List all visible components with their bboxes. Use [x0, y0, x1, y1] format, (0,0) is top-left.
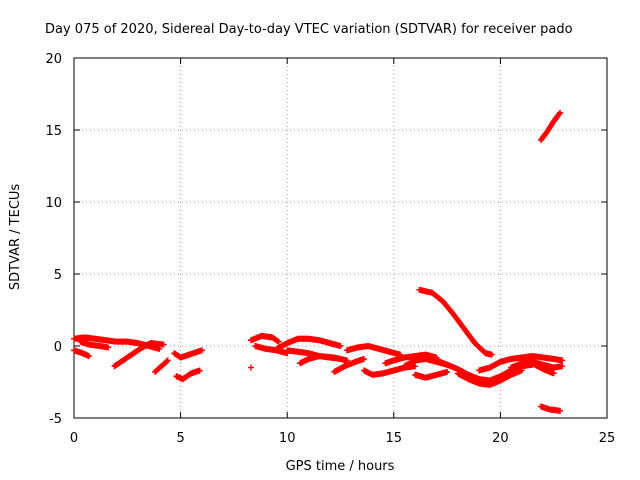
data-point — [85, 353, 92, 360]
data-point — [488, 351, 495, 358]
y-tick-label: 10 — [45, 196, 62, 211]
data-point — [412, 363, 419, 370]
plot-frame — [73, 57, 608, 419]
axis-ticks — [73, 57, 608, 419]
data-point — [160, 341, 167, 348]
x-tick-label: 5 — [176, 431, 184, 446]
y-tick-label: 0 — [54, 340, 62, 355]
chart-title: Day 075 of 2020, Sidereal Day-to-day VTE… — [45, 22, 573, 37]
data-series — [247, 332, 282, 345]
data-series — [111, 340, 167, 370]
y-tick-label: 20 — [45, 52, 62, 67]
y-tick-label: -5 — [49, 412, 62, 427]
data-point — [557, 109, 564, 116]
data-series — [454, 367, 525, 388]
data-series — [152, 357, 171, 375]
data-series — [416, 286, 495, 358]
data-point — [360, 355, 367, 362]
x-axis-label: GPS time / hours — [286, 459, 395, 474]
y-axis-label: SDTVAR / TECUs — [8, 184, 23, 291]
y-tick-label: 5 — [54, 268, 62, 283]
data-series — [331, 355, 367, 375]
data-point — [196, 367, 203, 374]
data-point — [275, 338, 282, 345]
x-tick-label: 0 — [70, 431, 78, 446]
data-series — [247, 364, 254, 371]
data-series — [273, 335, 344, 352]
x-tick-label: 20 — [492, 431, 509, 446]
data-series — [529, 360, 557, 377]
data-point — [105, 344, 112, 351]
data-point — [247, 364, 254, 371]
data-point — [444, 368, 451, 375]
data-point — [518, 367, 525, 374]
x-tick-label: 15 — [386, 431, 403, 446]
data-series — [476, 353, 566, 374]
y-tick-label: 15 — [45, 124, 62, 139]
data-point — [556, 110, 563, 117]
x-tick-label: 10 — [279, 431, 296, 446]
data-series — [71, 347, 92, 360]
data-point — [198, 347, 205, 354]
data-series — [343, 343, 404, 358]
x-tick-label: 25 — [599, 431, 616, 446]
data-series — [173, 367, 203, 383]
data-series — [537, 403, 564, 414]
data-series — [296, 353, 350, 367]
data-point — [557, 407, 564, 414]
data-point — [164, 358, 171, 365]
data-series — [252, 343, 291, 357]
data-series — [412, 368, 451, 381]
data-point — [164, 357, 171, 364]
data-point — [337, 343, 344, 349]
data-point — [559, 357, 566, 364]
tick-labels: 0 5 10 15 20 25 -5 0 5 10 15 20 — [45, 52, 615, 446]
data-series — [508, 358, 566, 371]
plot-frame — [73, 57, 608, 419]
data-series — [77, 338, 112, 351]
data-point — [559, 363, 566, 370]
data-points — [71, 109, 566, 414]
data-series — [537, 109, 564, 144]
grid — [74, 58, 607, 418]
data-series — [171, 347, 205, 361]
data-point — [550, 370, 557, 377]
